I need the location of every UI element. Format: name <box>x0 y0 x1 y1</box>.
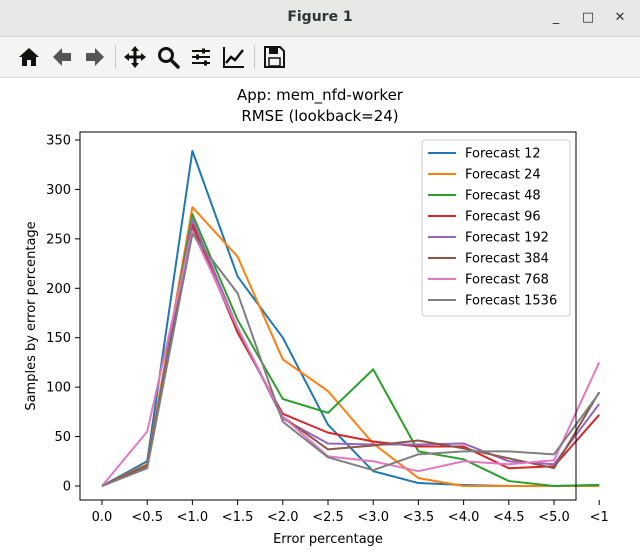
x-tick-label: <2.5 <box>312 510 344 525</box>
x-tick-label: <2.0 <box>267 510 299 525</box>
save-floppy-icon <box>264 46 285 68</box>
y-tick-label: 100 <box>46 381 71 396</box>
legend-label: Forecast 12 <box>465 147 541 162</box>
x-tick-label: 0.0 <box>92 510 113 525</box>
legend-label: Forecast 384 <box>465 252 549 267</box>
chart-subtitle: RMSE (lookback=24) <box>241 107 398 125</box>
pan-move-icon <box>124 46 146 68</box>
x-axis-label: Error percentage <box>273 532 383 547</box>
window-title: Figure 1 <box>287 9 353 25</box>
y-tick-label: 250 <box>46 232 71 247</box>
y-tick-label: 200 <box>46 282 71 297</box>
maximize-button[interactable]: □ <box>581 10 595 25</box>
back-arrow-icon <box>53 48 71 66</box>
home-icon <box>19 48 39 66</box>
x-tick-label: <1 <box>590 510 609 525</box>
x-tick-label: <4.0 <box>448 510 480 525</box>
y-tick-label: 300 <box>46 183 71 198</box>
line-chart: App: mem_nfd-worker RMSE (lookback=24) 0… <box>24 86 609 547</box>
zoom-magnifier-icon <box>158 47 180 69</box>
series-line-forecast-24 <box>101 206 600 487</box>
x-tick-label: <1.0 <box>177 510 209 525</box>
x-tick-label: <0.5 <box>131 510 163 525</box>
forward-button[interactable] <box>82 44 108 70</box>
minimize-button[interactable]: _ <box>552 10 560 25</box>
home-button[interactable] <box>16 44 42 70</box>
plot-frame <box>79 131 577 501</box>
legend-box <box>421 139 571 317</box>
configure-subplots-icon <box>192 48 210 66</box>
x-tick-label: <5.0 <box>538 510 570 525</box>
legend-label: Forecast 768 <box>465 273 549 288</box>
figure-canvas: App: mem_nfd-worker RMSE (lookback=24) 0… <box>0 78 640 556</box>
configure-subplots-button[interactable] <box>188 44 214 70</box>
edit-axis-button[interactable] <box>221 44 247 70</box>
legend-label: Forecast 192 <box>465 231 549 246</box>
toolbar-separator <box>254 45 255 69</box>
x-tick-label: <1.5 <box>222 510 254 525</box>
forward-arrow-icon <box>86 48 104 66</box>
window-titlebar: Figure 1 _ □ ✕ <box>0 0 640 37</box>
legend-label: Forecast 48 <box>465 189 541 204</box>
legend-label: Forecast 1536 <box>465 294 557 309</box>
legend-label: Forecast 24 <box>465 168 541 183</box>
edit-axis-icon <box>223 47 244 68</box>
zoom-button[interactable] <box>155 44 181 70</box>
pan-button[interactable] <box>122 44 148 70</box>
y-tick-label: 0 <box>63 480 71 495</box>
y-tick-label: 350 <box>46 134 71 149</box>
series-line-forecast-1536 <box>101 232 601 487</box>
y-tick-label: 150 <box>46 331 71 346</box>
x-tick-label: <3.0 <box>357 510 389 525</box>
back-button[interactable] <box>49 44 75 70</box>
series-line-forecast-768 <box>101 229 601 487</box>
y-tick-label: 50 <box>54 430 71 445</box>
toolbar-separator <box>115 45 116 69</box>
y-axis-label: Samples by error percentage <box>24 221 39 410</box>
x-tick-label: <3.5 <box>403 510 435 525</box>
legend-label: Forecast 96 <box>465 210 541 225</box>
navigation-toolbar <box>0 37 640 78</box>
x-tick-label: <4.5 <box>493 510 525 525</box>
chart-title: App: mem_nfd-worker <box>237 86 404 105</box>
close-button[interactable]: ✕ <box>614 10 626 25</box>
save-button[interactable] <box>261 44 287 70</box>
